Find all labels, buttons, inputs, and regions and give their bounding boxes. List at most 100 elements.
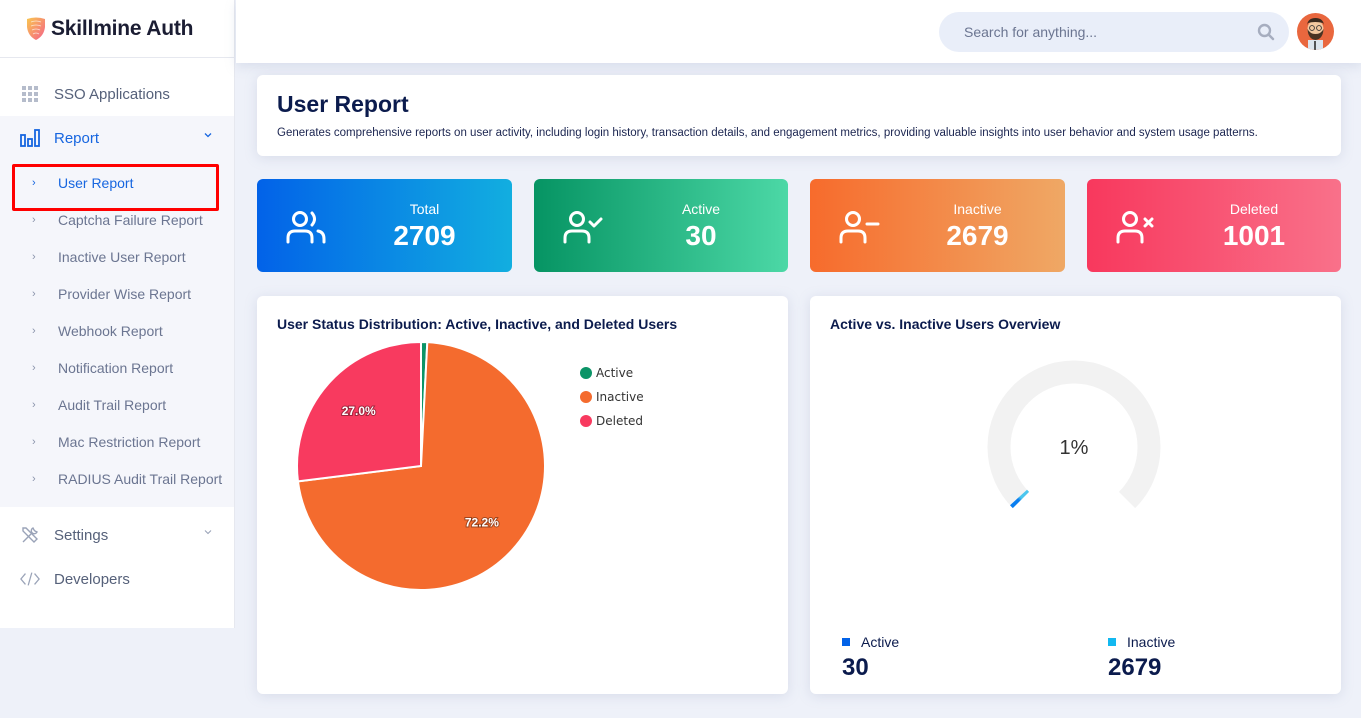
legend-dot bbox=[580, 391, 592, 403]
gauge-chart-title: Active vs. Inactive Users Overview bbox=[830, 316, 1061, 332]
pie-chart-title: User Status Distribution: Active, Inacti… bbox=[277, 316, 678, 332]
gauge-chart-card: Active vs. Inactive Users Overview 1% Ac… bbox=[810, 296, 1341, 694]
legend-item-inactive[interactable]: Inactive bbox=[580, 385, 644, 409]
user-x-icon bbox=[1116, 211, 1154, 244]
pie-legend: Active Inactive Deleted bbox=[580, 361, 644, 433]
sidebar: Skillmine Auth SSO Applications Report ›… bbox=[0, 0, 235, 628]
stat-label: Deleted bbox=[1229, 201, 1279, 217]
chevron-down-icon bbox=[204, 133, 212, 138]
pie-label-inactive: 72.2% bbox=[465, 516, 499, 530]
chevron-right-icon: › bbox=[32, 398, 36, 411]
pie-chart-card: User Status Distribution: Active, Inacti… bbox=[257, 296, 788, 694]
user-check-icon bbox=[563, 211, 603, 244]
users-icon bbox=[286, 211, 326, 244]
submenu-item-provider-wise-report[interactable]: › Provider Wise Report bbox=[0, 275, 234, 312]
chevron-right-icon: › bbox=[32, 435, 36, 448]
stat-value: 30 bbox=[685, 220, 717, 251]
pie-label-deleted: 27.0% bbox=[342, 404, 376, 418]
chevron-right-icon: › bbox=[32, 287, 36, 300]
gauge-legend-active: Active 30 bbox=[842, 634, 899, 682]
legend-label: Deleted bbox=[596, 414, 644, 428]
stat-label: Inactive bbox=[953, 201, 1002, 217]
chevron-down-icon bbox=[204, 530, 212, 535]
legend-label: Active bbox=[596, 366, 634, 380]
submenu-item-label: Audit Trail Report bbox=[58, 396, 167, 413]
gauge-fill bbox=[1010, 489, 1030, 509]
code-icon bbox=[20, 569, 40, 589]
bar-chart-icon bbox=[20, 128, 40, 148]
submenu-item-inactive-user-report[interactable]: › Inactive User Report bbox=[0, 238, 234, 275]
submenu-item-label: RADIUS Audit Trail Report bbox=[58, 470, 223, 487]
submenu-item-label: Notification Report bbox=[58, 359, 174, 376]
submenu-item-label: Mac Restriction Report bbox=[58, 433, 201, 450]
stat-card-total[interactable]: Total 2709 bbox=[257, 179, 512, 272]
page-header-card: User Report Generates comprehensive repo… bbox=[257, 75, 1341, 156]
report-submenu: › User Report › Captcha Failure Report › In… bbox=[0, 160, 234, 507]
legend-square bbox=[842, 638, 850, 646]
sidebar-item-label: Report bbox=[54, 129, 100, 147]
logo[interactable]: Skillmine Auth bbox=[0, 0, 234, 58]
user-avatar[interactable] bbox=[1297, 13, 1334, 50]
legend-square bbox=[1108, 638, 1116, 646]
search-icon[interactable] bbox=[1257, 23, 1275, 41]
submenu-item-notification-report[interactable]: › Notification Report bbox=[0, 349, 234, 386]
submenu-item-webhook-report[interactable]: › Webhook Report bbox=[0, 312, 234, 349]
user-minus-icon bbox=[839, 211, 880, 244]
chevron-right-icon: › bbox=[32, 213, 36, 226]
chevron-right-icon: › bbox=[32, 472, 36, 485]
grid-icon bbox=[20, 84, 40, 104]
gauge-value-label: 1% bbox=[1060, 437, 1089, 459]
submenu-item-label: Inactive User Report bbox=[58, 248, 186, 265]
legend-dot bbox=[580, 367, 592, 379]
sidebar-item-label: Settings bbox=[54, 526, 109, 544]
chevron-right-icon: › bbox=[32, 250, 36, 263]
legend-item-deleted[interactable]: Deleted bbox=[580, 409, 644, 433]
page-description: Generates comprehensive reports on user … bbox=[277, 127, 1258, 139]
legend-item-active[interactable]: Active bbox=[580, 361, 644, 385]
search-bar bbox=[939, 12, 1289, 52]
legend-dot bbox=[580, 415, 592, 427]
search-input[interactable] bbox=[964, 24, 1244, 40]
top-bar bbox=[236, 0, 1361, 63]
gauge-legend-inactive: Inactive 2679 bbox=[1108, 634, 1175, 682]
stat-value: 1001 bbox=[1222, 220, 1286, 251]
stat-card-active[interactable]: Active 30 bbox=[534, 179, 788, 272]
gauge-inactive-value: 2679 bbox=[1108, 654, 1162, 681]
sidebar-item-developers[interactable]: Developers bbox=[0, 557, 234, 601]
submenu-item-label: Webhook Report bbox=[58, 322, 163, 339]
submenu-item-user-report[interactable]: › User Report bbox=[0, 164, 234, 201]
stat-card-inactive[interactable]: Inactive 2679 bbox=[810, 179, 1065, 272]
stat-card-deleted[interactable]: Deleted 1001 bbox=[1087, 179, 1341, 272]
legend-label: Active bbox=[861, 634, 900, 650]
sidebar-item-label: SSO Applications bbox=[54, 85, 170, 103]
stat-label: Active bbox=[681, 201, 721, 217]
pie-chart: 72.2% 27.0% bbox=[296, 340, 546, 591]
pie-slice-deleted[interactable] bbox=[296, 340, 422, 483]
gauge-chart: 1% bbox=[987, 360, 1161, 509]
tools-icon bbox=[20, 525, 40, 545]
submenu-item-mac-restriction-report[interactable]: › Mac Restriction Report bbox=[0, 423, 234, 460]
submenu-item-label: User Report bbox=[58, 174, 134, 191]
legend-label: Inactive bbox=[1127, 634, 1176, 650]
stat-value: 2679 bbox=[946, 220, 1009, 251]
submenu-item-label: Provider Wise Report bbox=[58, 285, 192, 302]
chevron-right-icon: › bbox=[32, 176, 36, 189]
sidebar-item-sso-applications[interactable]: SSO Applications bbox=[0, 72, 234, 116]
gauge-track bbox=[987, 360, 1161, 509]
submenu-item-audit-trail-report[interactable]: › Audit Trail Report bbox=[0, 386, 234, 423]
chevron-right-icon: › bbox=[32, 361, 36, 374]
gauge-active-value: 30 bbox=[842, 654, 869, 681]
submenu-item-label: Captcha Failure Report bbox=[58, 211, 203, 228]
sidebar-item-settings[interactable]: Settings bbox=[0, 513, 234, 557]
submenu-item-radius-audit-trail-report[interactable]: › RADIUS Audit Trail Report bbox=[0, 460, 234, 497]
stat-label: Total bbox=[409, 201, 440, 217]
shield-logo-icon bbox=[27, 17, 45, 40]
submenu-item-captcha-failure-report[interactable]: › Captcha Failure Report bbox=[0, 201, 234, 238]
chevron-right-icon: › bbox=[32, 324, 36, 337]
sidebar-item-label: Developers bbox=[54, 570, 130, 588]
sidebar-item-report[interactable]: Report bbox=[0, 116, 234, 160]
page-title: User Report bbox=[277, 91, 409, 117]
app-name: Skillmine Auth bbox=[51, 16, 194, 40]
legend-label: Inactive bbox=[596, 390, 644, 404]
stat-value: 2709 bbox=[393, 220, 456, 251]
